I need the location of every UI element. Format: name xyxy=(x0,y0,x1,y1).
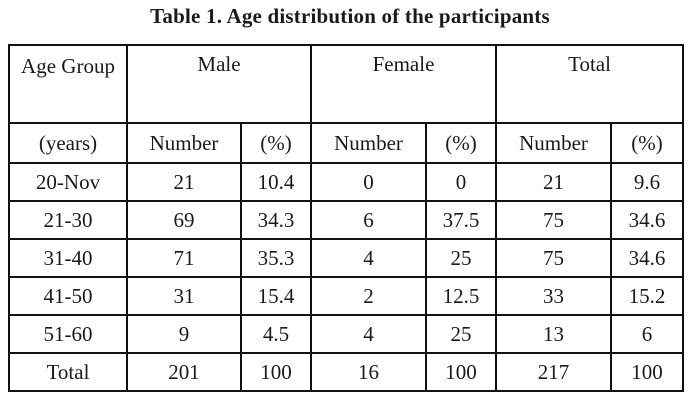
total-number-cell: 13 xyxy=(495,314,612,354)
total-number-cell: 21 xyxy=(495,162,612,202)
female-number-cell: 4 xyxy=(310,238,427,278)
table-row: 51-60 9 4.5 4 25 13 6 xyxy=(8,314,685,354)
header-row: Age Group Male Female Total xyxy=(8,44,685,124)
subheader-row: (years) Number (%) Number (%) Number (%) xyxy=(8,122,685,164)
female-percent-cell: 100 xyxy=(425,352,497,392)
total-percent-cell: 9.6 xyxy=(609,162,685,202)
age-distribution-table: Age Group Male Female Total (years) Numb… xyxy=(8,44,685,392)
female-number-cell: 6 xyxy=(310,200,427,240)
header-female: Female xyxy=(310,44,497,124)
male-percent-cell: 15.4 xyxy=(240,276,312,316)
male-percent-cell: 100 xyxy=(240,352,312,392)
male-number-cell: 9 xyxy=(126,314,242,354)
male-number-cell: 201 xyxy=(126,352,242,392)
subheader-male-percent: (%) xyxy=(240,122,312,164)
age-cell: Total xyxy=(8,352,128,392)
total-percent-cell: 34.6 xyxy=(609,200,685,240)
subheader-female-percent: (%) xyxy=(425,122,497,164)
female-number-cell: 2 xyxy=(310,276,427,316)
total-percent-cell: 6 xyxy=(609,314,685,354)
table-row: 20-Nov 21 10.4 0 0 21 9.6 xyxy=(8,162,685,202)
total-number-cell: 75 xyxy=(495,238,612,278)
male-number-cell: 21 xyxy=(126,162,242,202)
subheader-total-number: Number xyxy=(495,122,612,164)
subheader-years: (years) xyxy=(8,122,128,164)
total-percent-cell: 100 xyxy=(609,352,685,392)
age-cell: 31-40 xyxy=(8,238,128,278)
male-number-cell: 69 xyxy=(126,200,242,240)
male-percent-cell: 34.3 xyxy=(240,200,312,240)
age-cell: 41-50 xyxy=(8,276,128,316)
total-number-cell: 217 xyxy=(495,352,612,392)
table-row: 21-30 69 34.3 6 37.5 75 34.6 xyxy=(8,200,685,240)
header-age-group: Age Group xyxy=(8,44,128,124)
total-percent-cell: 34.6 xyxy=(609,238,685,278)
table-row: 41-50 31 15.4 2 12.5 33 15.2 xyxy=(8,276,685,316)
subheader-female-number: Number xyxy=(310,122,427,164)
total-percent-cell: 15.2 xyxy=(609,276,685,316)
age-cell: 20-Nov xyxy=(8,162,128,202)
male-percent-cell: 4.5 xyxy=(240,314,312,354)
header-total: Total xyxy=(494,44,685,124)
male-number-cell: 71 xyxy=(126,238,242,278)
table-row: 31-40 71 35.3 4 25 75 34.6 xyxy=(8,238,685,278)
male-percent-cell: 10.4 xyxy=(240,162,312,202)
subheader-male-number: Number xyxy=(126,122,242,164)
subheader-total-percent: (%) xyxy=(609,122,685,164)
table-title: Table 1. Age distribution of the partici… xyxy=(150,4,550,28)
total-number-cell: 33 xyxy=(495,276,612,316)
male-number-cell: 31 xyxy=(126,276,242,316)
total-number-cell: 75 xyxy=(495,200,612,240)
male-percent-cell: 35.3 xyxy=(240,238,312,278)
header-male: Male xyxy=(126,44,312,124)
female-number-cell: 0 xyxy=(310,162,427,202)
age-cell: 51-60 xyxy=(8,314,128,354)
age-cell: 21-30 xyxy=(8,200,128,240)
female-percent-cell: 25 xyxy=(425,238,497,278)
female-percent-cell: 12.5 xyxy=(425,276,497,316)
total-row: Total 201 100 16 100 217 100 xyxy=(8,352,685,392)
female-percent-cell: 25 xyxy=(425,314,497,354)
female-percent-cell: 37.5 xyxy=(425,200,497,240)
female-percent-cell: 0 xyxy=(425,162,497,202)
female-number-cell: 4 xyxy=(310,314,427,354)
female-number-cell: 16 xyxy=(310,352,427,392)
